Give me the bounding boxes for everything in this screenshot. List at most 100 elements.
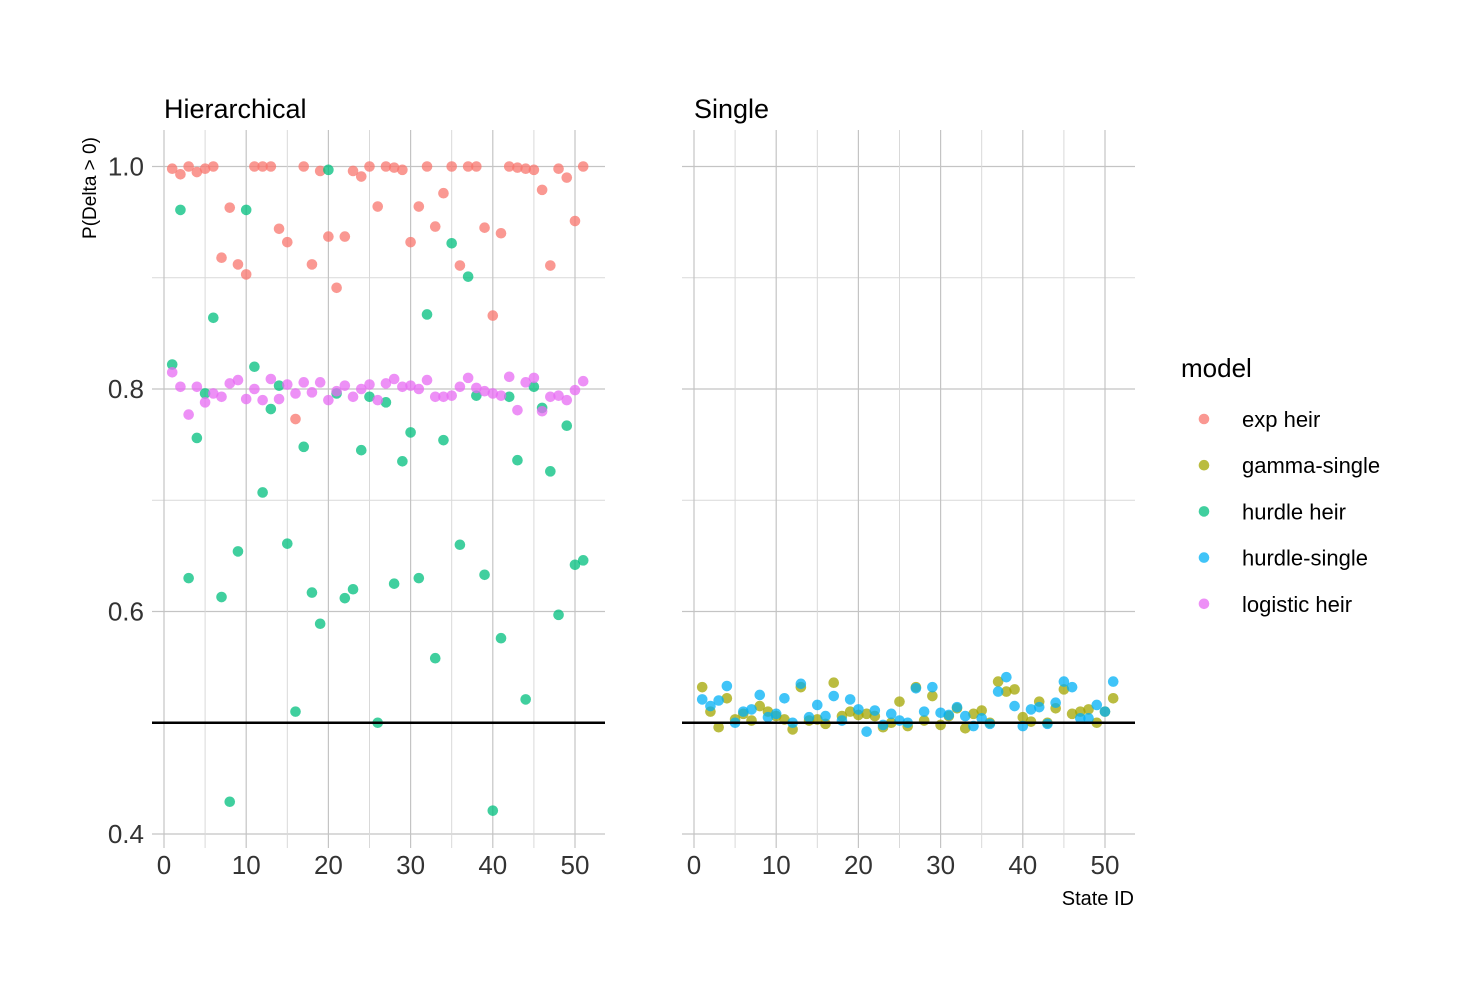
data-point <box>512 454 523 466</box>
legend-title: model <box>1181 353 1252 383</box>
data-point <box>273 393 285 405</box>
data-point <box>935 707 946 719</box>
data-point <box>910 682 922 694</box>
data-point <box>355 171 367 182</box>
data-point <box>355 444 367 456</box>
x-tick-label: 50 <box>561 850 590 880</box>
data-point <box>429 221 441 232</box>
data-point <box>495 632 507 644</box>
data-point <box>380 161 392 172</box>
data-point <box>249 161 260 172</box>
data-point <box>479 222 490 233</box>
data-point <box>503 391 515 403</box>
x-tick-label: 20 <box>314 850 343 880</box>
data-point <box>265 403 277 415</box>
data-point <box>265 161 277 172</box>
data-point <box>208 388 219 399</box>
data-point <box>257 487 268 498</box>
data-point <box>298 161 310 172</box>
data-point <box>323 164 334 176</box>
x-axis-label: State ID <box>1062 888 1134 910</box>
data-point <box>331 385 342 397</box>
data-point <box>413 201 425 212</box>
data-point <box>1017 711 1029 723</box>
data-point <box>553 609 564 621</box>
x-tick-label: 50 <box>1091 850 1120 880</box>
data-point <box>545 260 556 271</box>
data-point <box>545 391 556 403</box>
legend-key <box>1198 506 1210 517</box>
data-point <box>372 201 384 212</box>
data-point <box>462 271 474 282</box>
data-point <box>495 390 507 401</box>
legend-key <box>1198 413 1210 425</box>
data-point <box>298 377 310 388</box>
data-point <box>388 373 400 385</box>
data-point <box>347 165 359 177</box>
data-point <box>992 686 1004 697</box>
data-point <box>454 260 466 271</box>
data-point <box>746 715 757 726</box>
data-point <box>713 695 724 706</box>
data-point <box>545 466 556 477</box>
data-point <box>959 723 971 734</box>
data-point <box>372 394 384 406</box>
data-point <box>446 237 458 249</box>
data-point <box>553 163 564 175</box>
data-point <box>355 383 367 395</box>
data-point <box>339 592 351 604</box>
data-point <box>273 380 285 391</box>
legend-key <box>1198 598 1210 610</box>
data-point <box>520 694 531 705</box>
data-point <box>380 378 392 389</box>
data-point <box>877 719 889 731</box>
data-point <box>812 699 823 711</box>
data-point <box>175 168 186 180</box>
data-point <box>1001 686 1012 697</box>
y-axis-label: P(Delta > 0) <box>80 137 101 239</box>
data-point <box>240 393 252 405</box>
x-tick-label: 40 <box>478 850 507 880</box>
data-point <box>471 382 482 394</box>
data-point <box>421 374 433 386</box>
data-point <box>208 312 219 324</box>
data-point <box>397 456 408 467</box>
y-tick-label: 0.4 <box>108 819 144 849</box>
legend-label: hurdle-single <box>1242 546 1368 571</box>
data-point <box>224 202 236 213</box>
data-point <box>503 371 515 383</box>
data-point <box>438 187 449 199</box>
panel-hierarchical: Hierarchical 0 10 20 30 40 50 0.4 0.6 0.8 1.0 <box>108 94 605 880</box>
gridlines <box>152 130 605 848</box>
data-point <box>413 572 425 584</box>
data-point <box>561 394 573 406</box>
data-point <box>696 681 708 693</box>
data-point <box>1001 671 1012 683</box>
data-point <box>454 381 466 393</box>
x-tick-label: 40 <box>1008 850 1037 880</box>
data-point <box>1025 704 1037 715</box>
data-point <box>273 223 285 235</box>
data-point <box>175 381 186 393</box>
data-point <box>290 413 301 425</box>
data-point <box>224 796 236 808</box>
data-point <box>721 680 733 692</box>
data-point <box>487 310 499 321</box>
data-point <box>364 379 375 390</box>
data-point <box>487 388 499 399</box>
panel-single: Single 0 10 20 30 40 50 <box>682 94 1135 880</box>
data-point <box>339 231 351 242</box>
data-point <box>569 215 581 227</box>
data-point <box>438 434 449 446</box>
panel-title: Hierarchical <box>164 94 307 124</box>
x-tick-label: 0 <box>687 850 701 880</box>
data-point <box>405 236 416 248</box>
data-point <box>249 383 260 395</box>
data-point <box>885 708 897 720</box>
data-point <box>495 227 507 239</box>
data-point <box>528 164 540 176</box>
data-point <box>577 555 589 566</box>
data-point <box>836 715 848 726</box>
data-point <box>306 587 318 598</box>
data-point <box>795 678 807 690</box>
